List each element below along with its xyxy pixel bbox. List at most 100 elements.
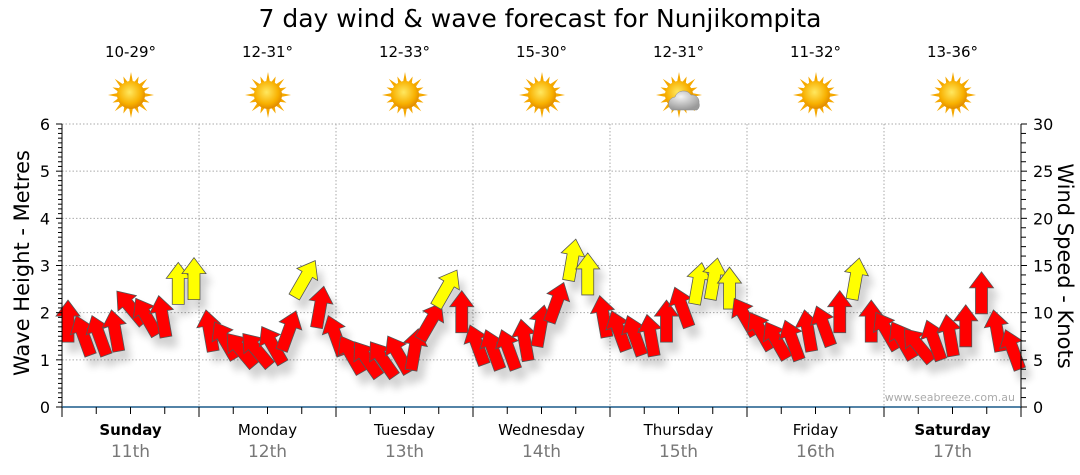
wind-arrow	[574, 252, 601, 296]
temperature-range: 12-31°	[652, 43, 705, 61]
chart-title: 7 day wind & wave forecast for Nunjikomp…	[258, 4, 822, 33]
right-tick-label: 15	[1033, 257, 1053, 276]
sun-icon	[928, 72, 978, 118]
left-tick-label: 3	[40, 257, 50, 276]
sun-icon	[106, 72, 156, 118]
wind-arrow	[414, 302, 445, 343]
right-tick-label: 5	[1033, 351, 1043, 370]
wind-arrow-shape	[826, 289, 853, 334]
wind-arrow-shape	[511, 318, 537, 363]
wind-arrow-shape	[463, 324, 491, 368]
wind-arrow	[196, 309, 222, 353]
wind-arrow	[936, 313, 962, 358]
wind-arrow-shape	[637, 313, 663, 358]
wind-arrow-shape	[843, 257, 870, 301]
date-label: 15th	[658, 442, 699, 462]
wind-arrow	[543, 281, 571, 325]
wind-arrow	[275, 310, 303, 353]
wind-arrow	[511, 318, 537, 363]
date-label: 12th	[247, 442, 288, 462]
wind-arrow	[952, 304, 979, 348]
wind-arrow-shape	[258, 326, 289, 367]
day-label: Friday	[792, 421, 839, 439]
wind-arrow	[810, 305, 837, 349]
wind-arrow	[258, 326, 289, 367]
wind-arrow	[843, 257, 870, 301]
wind-arrow-shape	[448, 289, 475, 334]
wind-arrow-shape	[181, 256, 207, 301]
wind-arrow-shape	[196, 309, 222, 353]
wind-arrow-shape	[936, 313, 962, 358]
watermark: www.seabreeze.com.au	[885, 391, 1015, 404]
wind-arrow-shape	[999, 329, 1026, 372]
wind-arrow-shape	[968, 271, 995, 315]
wind-arrow-shape	[810, 305, 837, 349]
wind-arrow-shape	[148, 295, 175, 339]
right-tick-label: 20	[1033, 209, 1053, 228]
wind-arrow-shape	[430, 269, 460, 310]
wind-arrow-shape	[858, 299, 885, 343]
wind-arrow	[495, 329, 522, 372]
day-label: Saturday	[914, 421, 991, 439]
wind-arrow-shape	[543, 281, 571, 325]
wind-arrow-shape	[101, 309, 127, 353]
wind-arrow	[778, 319, 806, 363]
day-label: Sunday	[99, 421, 162, 439]
sun-icon	[380, 72, 430, 118]
wind-arrow-shape	[605, 310, 633, 353]
wind-arrow	[637, 313, 663, 358]
wind-arrows	[55, 238, 1026, 381]
day-label: Monday	[237, 421, 298, 439]
day-label: Wednesday	[498, 421, 585, 439]
left-tick-label: 1	[40, 351, 50, 370]
wind-arrow-shape	[495, 329, 522, 372]
right-tick-label: 0	[1033, 398, 1043, 417]
wind-arrow	[101, 309, 127, 353]
wind-arrow	[288, 260, 319, 301]
right-axis-label: Wind Speed - Knots	[1053, 163, 1077, 369]
wind-arrow	[653, 299, 680, 343]
wind-arrow	[605, 310, 633, 353]
wind-arrow	[968, 271, 995, 315]
left-tick-label: 2	[40, 304, 50, 323]
wind-arrow-shape	[952, 304, 979, 348]
wind-arrow-shape	[668, 286, 696, 330]
wind-arrow-shape	[353, 341, 385, 381]
wind-arrow	[353, 341, 385, 381]
sun-icon	[791, 72, 841, 118]
wind-arrow	[448, 289, 475, 334]
wind-arrow	[560, 238, 586, 282]
wind-arrow	[463, 324, 491, 368]
wind-arrow	[668, 286, 696, 330]
left-tick-label: 5	[40, 162, 50, 181]
temperature-range: 10-29°	[104, 43, 157, 61]
temperature-range: 12-33°	[378, 43, 431, 61]
wind-arrow-shape	[369, 341, 400, 381]
wind-arrow	[999, 329, 1026, 372]
wind-arrow-shape	[778, 319, 806, 363]
date-label: 17th	[932, 442, 973, 462]
wind-arrow-shape	[288, 260, 319, 301]
wind-arrow-shape	[702, 257, 728, 301]
left-tick-label: 4	[40, 209, 50, 228]
left-axis-label: Wave Height - Metres	[10, 150, 34, 376]
date-label: 14th	[521, 442, 562, 462]
left-tick-label: 6	[40, 115, 50, 134]
wind-arrow	[430, 269, 460, 310]
right-tick-label: 10	[1033, 304, 1053, 323]
wind-arrow-shape	[308, 285, 334, 330]
wind-arrow-shape	[653, 299, 680, 343]
left-tick-label: 0	[40, 398, 50, 417]
right-tick-label: 25	[1033, 162, 1053, 181]
temperature-range: 15-30°	[515, 43, 568, 61]
wind-arrow	[308, 285, 334, 330]
wind-arrow-shape	[574, 252, 601, 296]
right-tick-label: 30	[1033, 115, 1053, 134]
wind-arrow	[826, 289, 853, 334]
wind-arrow	[181, 256, 207, 301]
temperature-range: 11-32°	[789, 43, 842, 61]
day-label: Tuesday	[373, 421, 436, 439]
wind-arrow	[148, 295, 175, 339]
sun-icon	[517, 72, 567, 118]
